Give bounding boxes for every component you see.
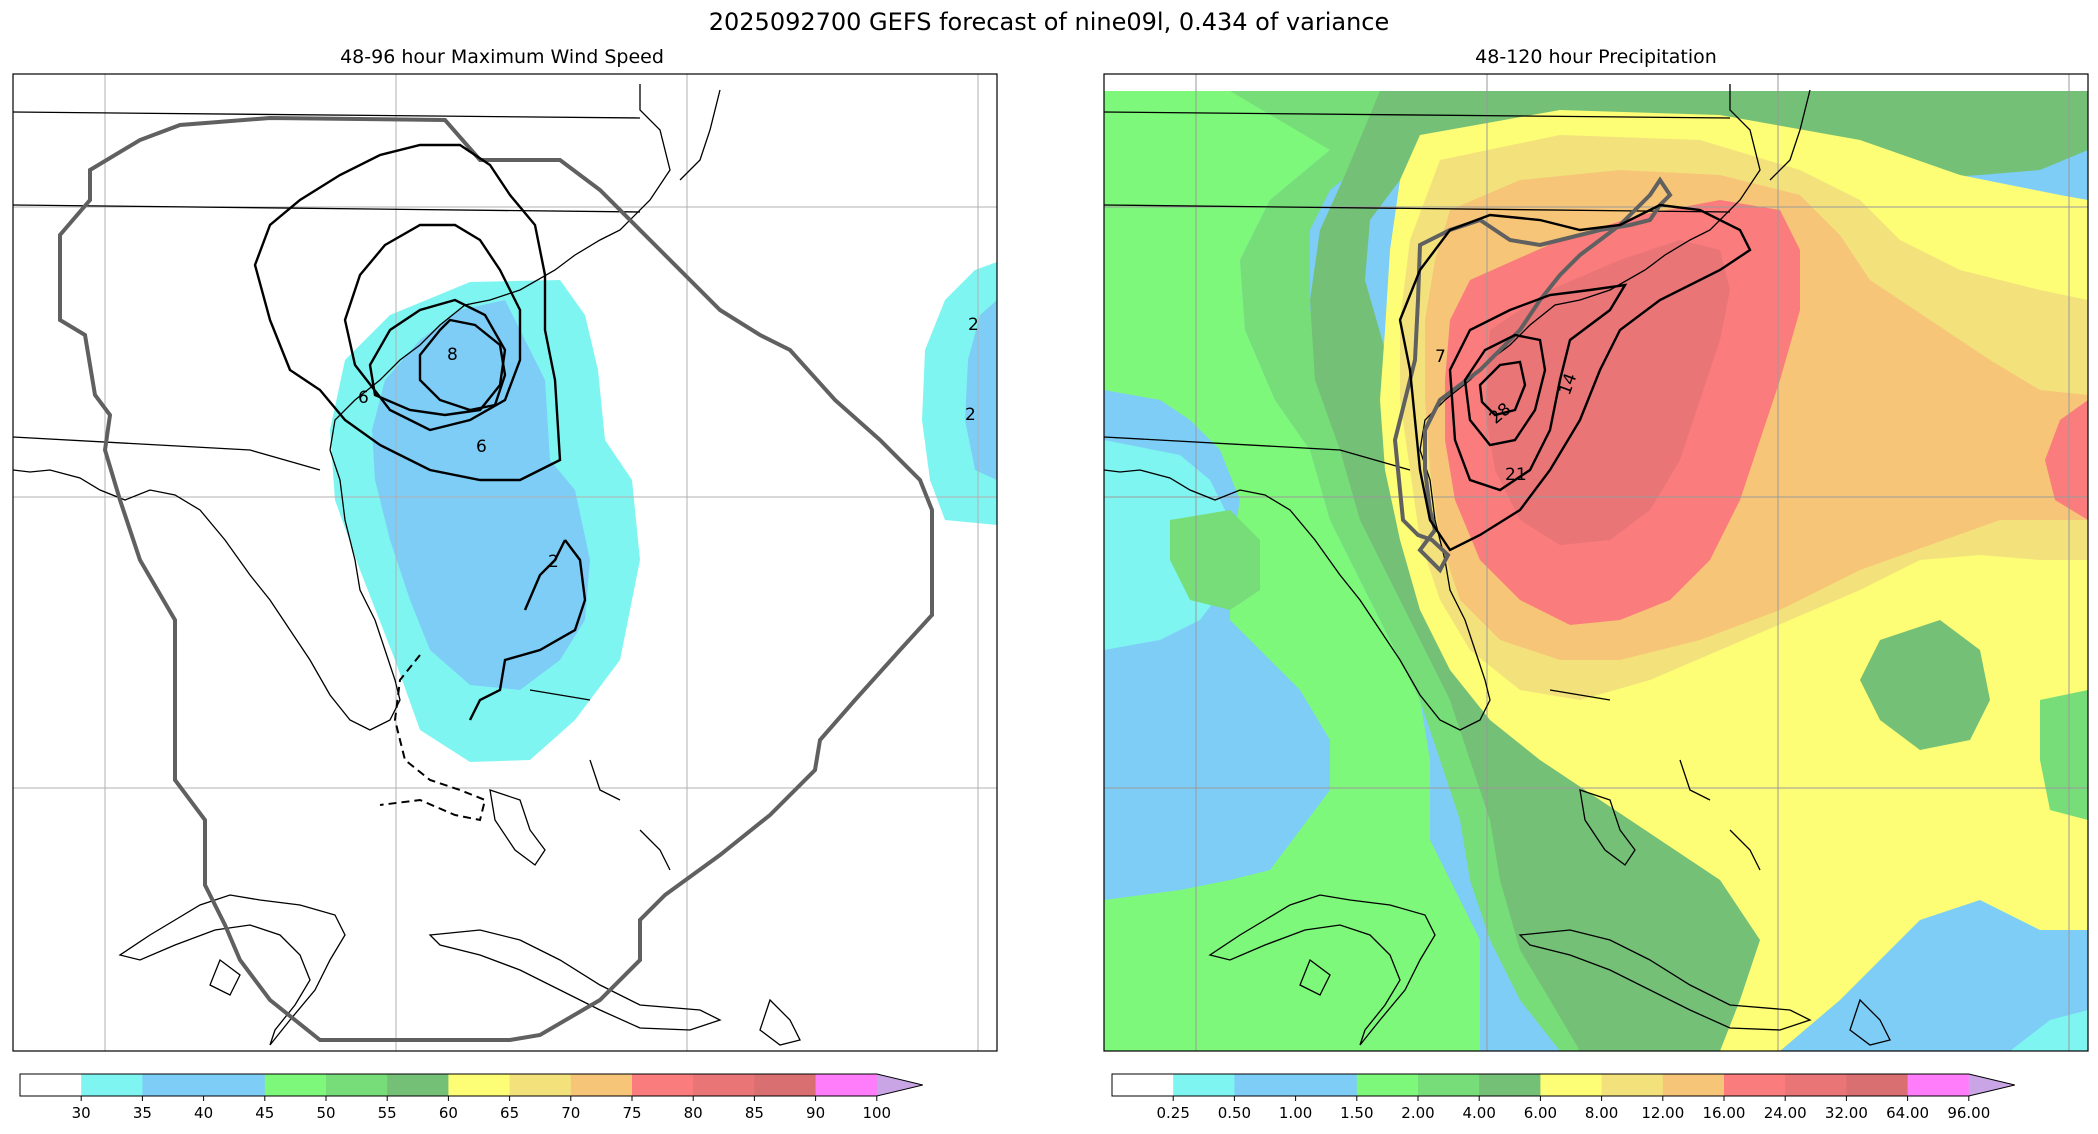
left-contour-label-2b: 2 (965, 405, 976, 425)
left-colorbar-segment (20, 1074, 82, 1096)
right-colorbar-segment (1662, 1074, 1725, 1096)
left-colorbar-segment (203, 1074, 266, 1096)
right-colorbar-tick-label: 96.00 (1947, 1104, 1990, 1122)
left-colorbar-tick-label: 50 (316, 1104, 335, 1122)
right-colorbar-extend-arrow (1968, 1074, 2015, 1096)
left-colorbar-tick-label: 100 (862, 1104, 891, 1122)
left-colorbar-extend-arrow (876, 1074, 923, 1096)
right-colorbar-segment (1601, 1074, 1664, 1096)
left-colorbar-segment (570, 1074, 633, 1096)
left-panel: 48-96 hour Maximum Wind Speed (12, 46, 998, 1052)
left-colorbar-segment (448, 1074, 511, 1096)
left-colorbar-tick-label: 30 (72, 1104, 91, 1122)
left-colorbar-tick-label: 80 (684, 1104, 703, 1122)
right-colorbar-segment (1846, 1074, 1909, 1096)
left-contours (253, 143, 587, 721)
left-colorbar-segment (632, 1074, 694, 1096)
left-colorbar-tick-label: 70 (561, 1104, 580, 1122)
right-contours (1398, 203, 1752, 552)
right-contour-label-21: 21 (1505, 465, 1527, 485)
left-map: 6 6 8 2 2 2 (13, 74, 997, 1051)
right-panel-title: 48-120 hour Precipitation (1475, 46, 1717, 68)
right-colorbar-tick-label: 4.00 (1462, 1104, 1495, 1122)
left-colorbar-tick-label: 90 (806, 1104, 825, 1122)
right-colorbar-tick-label: 0.25 (1156, 1104, 1189, 1122)
left-colorbar-tick-label: 60 (439, 1104, 458, 1122)
left-colorbar-segment (509, 1074, 572, 1096)
left-colorbar-segment (754, 1074, 817, 1096)
right-colorbar-tick-label: 32.00 (1825, 1104, 1868, 1122)
right-colorbar-outline (1111, 1073, 2015, 1097)
left-contour-label-6b: 6 (476, 437, 487, 457)
left-contour-label-8: 8 (447, 345, 458, 365)
right-colorbar-segment (1479, 1074, 1541, 1096)
left-contour-label-2c: 2 (968, 315, 979, 335)
right-contour-label-7: 7 (1435, 347, 1446, 367)
right-colorbar-tick-label: 12.00 (1641, 1104, 1684, 1122)
left-panel-title: 48-96 hour Maximum Wind Speed (340, 46, 664, 68)
right-colorbar-tick-label: 0.50 (1218, 1104, 1251, 1122)
right-colorbar-tick-label: 8.00 (1585, 1104, 1618, 1122)
right-colorbar-tick-label: 24.00 (1764, 1104, 1807, 1122)
left-colorbar-segment (142, 1074, 205, 1096)
left-colorbar-tick-label: 65 (500, 1104, 519, 1122)
right-panel: 48-120 hour Precipitation (1103, 46, 2089, 1052)
left-colorbar-tick-label: 35 (133, 1104, 152, 1122)
right-colorbar-segment (1540, 1074, 1603, 1096)
right-colorbar-segment (1295, 1074, 1358, 1096)
left-colorbar-tick-label: 75 (622, 1104, 641, 1122)
right-colorbar-tick-label: 1.00 (1279, 1104, 1312, 1122)
right-map-frame (1103, 73, 2089, 1052)
left-contour-dashed (379, 654, 487, 822)
right-colorbar-tick-label: 16.00 (1703, 1104, 1746, 1122)
right-colorbar-tick-label: 1.50 (1340, 1104, 1373, 1122)
left-colorbar-segment (326, 1074, 388, 1096)
figure-title: 2025092700 GEFS forecast of nine09l, 0.4… (709, 8, 1390, 36)
left-coastlines (13, 84, 801, 1046)
left-colorbar-segment (264, 1074, 327, 1096)
right-colorbar-segment (1724, 1074, 1786, 1096)
left-contour-label-6a: 6 (358, 388, 369, 408)
right-colorbar-tick-label: 6.00 (1524, 1104, 1557, 1122)
left-domain-outline (58, 115, 934, 1042)
left-colorbar-segment (81, 1074, 143, 1096)
right-colorbar-segment (1112, 1074, 1174, 1096)
left-colorbar-segment (815, 1074, 878, 1096)
left-map-frame (12, 73, 998, 1052)
right-gridlines (1104, 74, 2088, 1051)
right-coastlines (1104, 84, 1891, 1046)
right-colorbar-segment (1234, 1074, 1297, 1096)
left-fill-east-edge-inner (965, 300, 997, 480)
left-fill-35-40 (372, 300, 590, 690)
left-colorbar-tick-label: 45 (255, 1104, 274, 1122)
left-contour-label-2a: 2 (548, 552, 559, 572)
left-colorbar: 30 35 40 45 50 55 60 65 70 75 80 85 90 100 (19, 1073, 923, 1122)
right-colorbar-segment (1173, 1074, 1235, 1096)
left-colorbar-outline (19, 1073, 923, 1097)
left-colorbar-tick-label: 85 (745, 1104, 764, 1122)
right-colorbar-segment (1418, 1074, 1480, 1096)
left-colorbar-tick-label: 40 (194, 1104, 213, 1122)
right-map: 14 21 28 7 (1104, 74, 2088, 1051)
right-colorbar-segment (1785, 1074, 1847, 1096)
right-colorbar-tick-label: 2.00 (1401, 1104, 1434, 1122)
left-colorbar-tick-label: 55 (378, 1104, 397, 1122)
left-colorbar-segment (693, 1074, 755, 1096)
left-colorbar-segment (387, 1074, 449, 1096)
right-colorbar-tick-label: 64.00 (1886, 1104, 1929, 1122)
right-colorbar: 0.25 0.50 1.00 1.50 2.00 4.00 6.00 8.00 12.00 16.… (1111, 1073, 2015, 1122)
right-colorbar-segment (1356, 1074, 1419, 1096)
right-colorbar-segment (1907, 1074, 1970, 1096)
